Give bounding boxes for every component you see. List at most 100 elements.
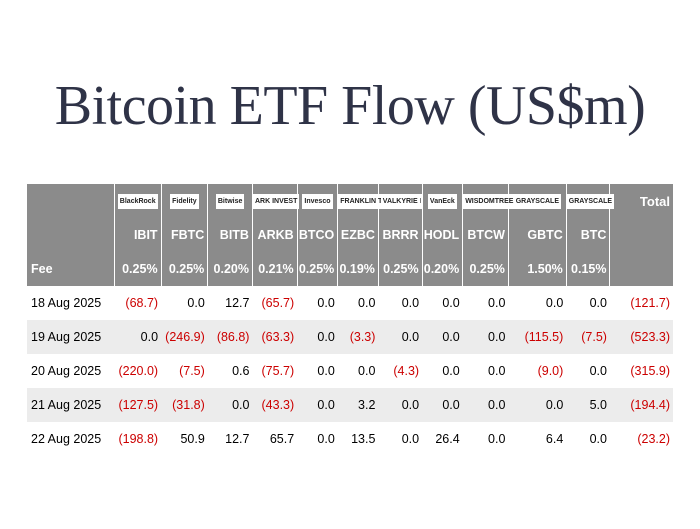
flow-cell: 65.7 (269, 432, 295, 446)
issuer-logo-cell: GRAYSCALE (566, 184, 615, 218)
valkyrie-logo: VALKYRIE (380, 193, 420, 209)
flow-cell: 13.5 (351, 432, 376, 446)
issuer-logo-cell: WISDOMTREE (462, 184, 516, 218)
wisdomtree-logo: WISDOMTREE (463, 193, 516, 209)
date-cell: 21 Aug 2025 (27, 388, 115, 422)
table-row: 20 Aug 2025 (220.0) (7.5) 0.6 (75.7) 0.0 0.0 (4… (27, 354, 673, 388)
flow-cell: 0.0 (508, 388, 567, 422)
bitwise-logo: Bitwise (215, 193, 245, 209)
fee-row: Fee 0.25% 0.25% 0.20% 0.21% 0.25% 0.19% 0.25% 0… (27, 252, 673, 286)
flow-cell: 0.0 (317, 364, 335, 378)
flow-cell: (75.7) (261, 364, 295, 378)
ticker-row: IBIT FBTC BITB ARKB BTCO EZBC BRRR HODL BTCW GBTC… (27, 218, 673, 252)
fee-label: Fee (27, 252, 115, 286)
flow-cell: 0.0 (114, 320, 162, 354)
fee-value: 0.25% (297, 252, 339, 286)
flow-cell: (220.0) (118, 364, 159, 378)
ticker-header: ARKB (252, 218, 298, 252)
flow-cell: 0.0 (378, 320, 423, 354)
issuer-logo-row: BlackRock Fidelity Bitwise ARK INVEST Invesc… (27, 184, 673, 286)
ticker-header: BTCW (462, 218, 509, 252)
date-cell: 22 Aug 2025 (31, 432, 102, 446)
flow-cell: 0.0 (207, 388, 253, 422)
flow-cell: (246.9) (161, 320, 208, 354)
table-row: 22 Aug 2025 (198.8) 50.9 12.7 65.7 0.0 13.5 0.0… (27, 422, 673, 456)
flow-cell: 0.0 (317, 296, 335, 310)
total-cell: (194.4) (609, 388, 673, 422)
invesco-logo: Invesco (302, 193, 333, 209)
flow-cell: 0.0 (422, 320, 463, 354)
date-cell: 18 Aug 2025 (31, 296, 102, 310)
flow-cell: 0.0 (422, 388, 463, 422)
table-body: 18 Aug 2025 (68.7) 0.0 12.7 (65.7) 0.0 0.0 0.0 0… (27, 286, 673, 456)
issuer-logo-cell: ARK INVEST (252, 184, 300, 218)
fee-value: 0.20% (207, 252, 253, 286)
flow-cell: 0.0 (297, 388, 338, 422)
flow-cell: 0.0 (187, 296, 205, 310)
flow-cell: 0.0 (488, 296, 506, 310)
corner-cell (27, 218, 115, 252)
issuer-logo-cell: BlackRock (114, 184, 162, 218)
issuer-logo-cell: VanEck (422, 184, 464, 218)
flow-cell: 12.7 (225, 296, 250, 310)
flow-cell: 5.0 (566, 388, 610, 422)
issuer-logo-cell: GRAYSCALE (508, 184, 567, 218)
ticker-header: GBTC (508, 218, 567, 252)
ticker-header: BTC (566, 218, 611, 252)
flow-cell: (43.3) (252, 388, 298, 422)
flow-cell: 0.0 (401, 432, 420, 446)
fee-value: 0.25% (161, 252, 209, 286)
fee-value: 0.15% (566, 252, 611, 286)
flow-cell: 0.0 (442, 296, 460, 310)
flow-cell: (65.7) (261, 296, 295, 310)
total-cell: (523.3) (609, 320, 673, 354)
issuer-logo-cell: Invesco (297, 184, 339, 218)
flow-cell: (31.8) (161, 388, 208, 422)
flow-cell: (63.3) (252, 320, 298, 354)
flow-cell: (127.5) (114, 388, 162, 422)
flow-cell: 0.0 (589, 364, 607, 378)
flow-cell: 6.4 (545, 432, 564, 446)
ticker-header: IBIT (114, 218, 162, 252)
fee-value: 0.25% (378, 252, 423, 286)
flow-cell: (3.3) (337, 320, 379, 354)
fee-value: 0.20% (422, 252, 464, 286)
issuer-logo-cell: Bitwise (207, 184, 253, 218)
table-row: 18 Aug 2025 (68.7) 0.0 12.7 (65.7) 0.0 0.0 0.0 0… (27, 286, 673, 320)
corner-cell (27, 184, 115, 218)
flow-cell: 0.0 (358, 296, 376, 310)
grayscale-logo: GRAYSCALE (566, 193, 615, 209)
blackrock-logo: BlackRock (117, 193, 158, 209)
ark-invest-logo: ARK INVEST (252, 193, 300, 209)
table-row: 21 Aug 2025 (127.5) (31.8) 0.0 (43.3) 0.0 3.2 0… (27, 388, 673, 422)
flow-cell: (115.5) (508, 320, 567, 354)
ticker-header: BRRR (378, 218, 423, 252)
ticker-header: BITB (207, 218, 253, 252)
flow-cell: 0.0 (589, 296, 607, 310)
flow-cell: 50.9 (180, 432, 205, 446)
flow-cell: 0.0 (488, 432, 506, 446)
flow-cell: 0.0 (488, 364, 506, 378)
fee-value: 0.19% (337, 252, 379, 286)
flow-cell: 0.0 (297, 320, 338, 354)
fee-value: 1.50% (508, 252, 567, 286)
total-cell: (121.7) (630, 296, 670, 310)
total-cell: (23.2) (637, 432, 670, 446)
flow-cell: 12.7 (225, 432, 250, 446)
ticker-header: BTCO (297, 218, 339, 252)
flow-cell: 0.6 (232, 364, 250, 378)
flow-cell: 0.0 (589, 432, 607, 446)
issuer-logo-cell: Fidelity (161, 184, 209, 218)
flow-cell: 0.0 (545, 296, 564, 310)
table-row: 19 Aug 2025 0.0 (246.9) (86.8) (63.3) 0.0 (3.3… (27, 320, 673, 354)
total-header: Total (609, 184, 673, 286)
flow-cell: (86.8) (207, 320, 253, 354)
flow-cell: (7.5) (179, 364, 205, 378)
fidelity-logo: Fidelity (170, 193, 199, 209)
date-cell: 20 Aug 2025 (31, 364, 102, 378)
flow-cell: (198.8) (118, 432, 159, 446)
flow-cell: 3.2 (337, 388, 379, 422)
date-cell: 19 Aug 2025 (27, 320, 115, 354)
flow-cell: 0.0 (462, 320, 509, 354)
ticker-header: EZBC (337, 218, 379, 252)
